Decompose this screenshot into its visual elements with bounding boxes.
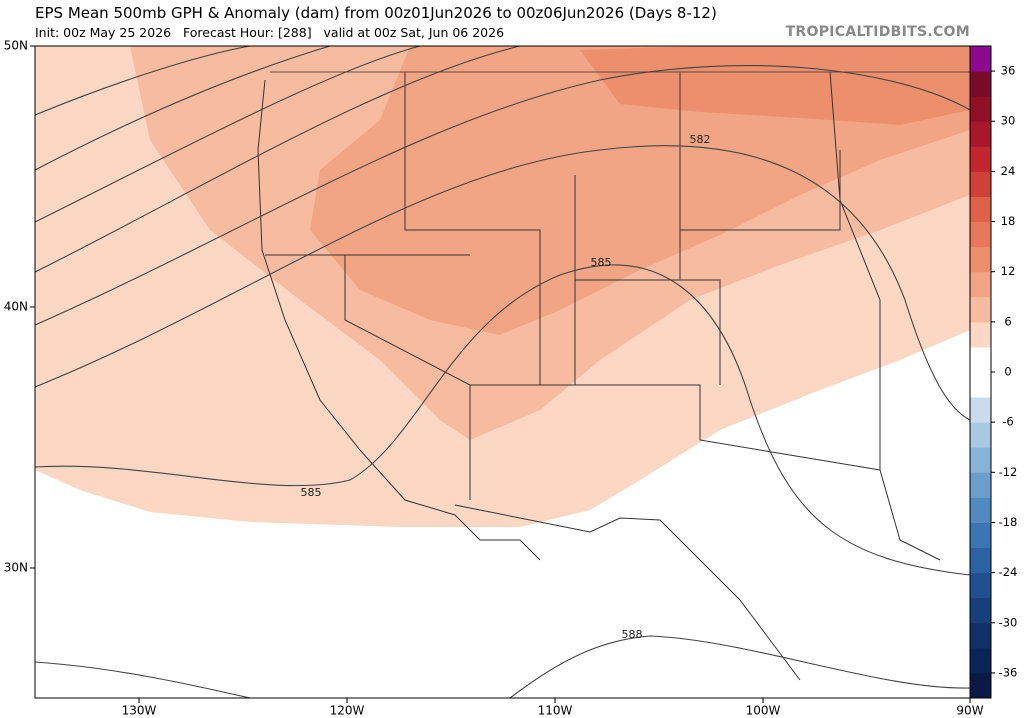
lon-label: 110W <box>538 704 573 718</box>
colorbar-segment <box>970 46 991 72</box>
colorbar-label: 36 <box>1001 64 1016 78</box>
colorbar-segment <box>970 622 991 649</box>
colorbar-label: 18 <box>1001 214 1016 228</box>
contour-label: 585 <box>301 486 322 499</box>
borders <box>257 71 970 681</box>
colorbar-segment <box>970 397 991 423</box>
colorbar-segment <box>970 146 991 172</box>
colorbar-label: 6 <box>1004 314 1011 328</box>
colorbar-label: -24 <box>999 565 1018 579</box>
colorbar-segment <box>970 71 991 97</box>
colorbar-segment <box>970 447 991 473</box>
colorbar-segment <box>970 472 991 498</box>
contours <box>35 46 970 698</box>
colorbar-label: -36 <box>999 665 1018 679</box>
contour-label: 588 <box>622 628 643 641</box>
lon-label: 130W <box>122 704 157 718</box>
lon-label: 100W <box>746 704 781 718</box>
colorbar-segment <box>970 597 991 624</box>
colorbar-segment <box>970 547 991 574</box>
lat-label: 30N <box>4 561 28 575</box>
colorbar-segment <box>970 572 991 599</box>
colorbar-label: -18 <box>999 515 1018 529</box>
colorbar-segment <box>970 246 991 273</box>
colorbar-segment <box>970 96 991 122</box>
colorbar-label: -30 <box>999 615 1018 629</box>
site-name: TROPICALTIDBITS.COM <box>785 24 970 40</box>
colorbar-segment <box>970 221 991 248</box>
colorbar-segment <box>970 422 991 448</box>
lon-label: 90W <box>956 704 983 718</box>
title: EPS Mean 500mb GPH & Anomaly (dam) from … <box>35 4 717 22</box>
colorbar-segment <box>970 271 991 298</box>
colorbar-segment <box>970 321 991 348</box>
lon-label: 120W <box>330 704 365 718</box>
colorbar-label: 12 <box>1001 264 1016 278</box>
colorbar-segment <box>970 346 991 373</box>
colorbar-segment <box>970 497 991 523</box>
colorbar-label: 0 <box>1004 365 1011 379</box>
subtitle: Init: 00z May 25 2026 Forecast Hour: [28… <box>35 25 505 40</box>
colorbar-label: -12 <box>999 465 1018 479</box>
contour-label: 582 <box>690 133 711 146</box>
colorbar-segment <box>970 372 991 398</box>
colorbar-segment <box>970 672 991 699</box>
colorbar-segment <box>970 121 991 147</box>
colorbar-segment <box>970 296 991 323</box>
lat-label: 50N <box>4 39 28 53</box>
colorbar-label: 24 <box>1001 164 1016 178</box>
colorbar-segment <box>970 647 991 674</box>
contour-label: 585 <box>591 256 612 269</box>
colorbar-segment <box>970 522 991 549</box>
colorbar-segment <box>970 171 991 197</box>
colorbar-segment <box>970 196 991 223</box>
anomaly-shading <box>35 46 970 698</box>
colorbar-label: -6 <box>1002 415 1013 429</box>
colorbar-label: 30 <box>1001 114 1016 128</box>
lat-label: 40N <box>4 300 28 314</box>
